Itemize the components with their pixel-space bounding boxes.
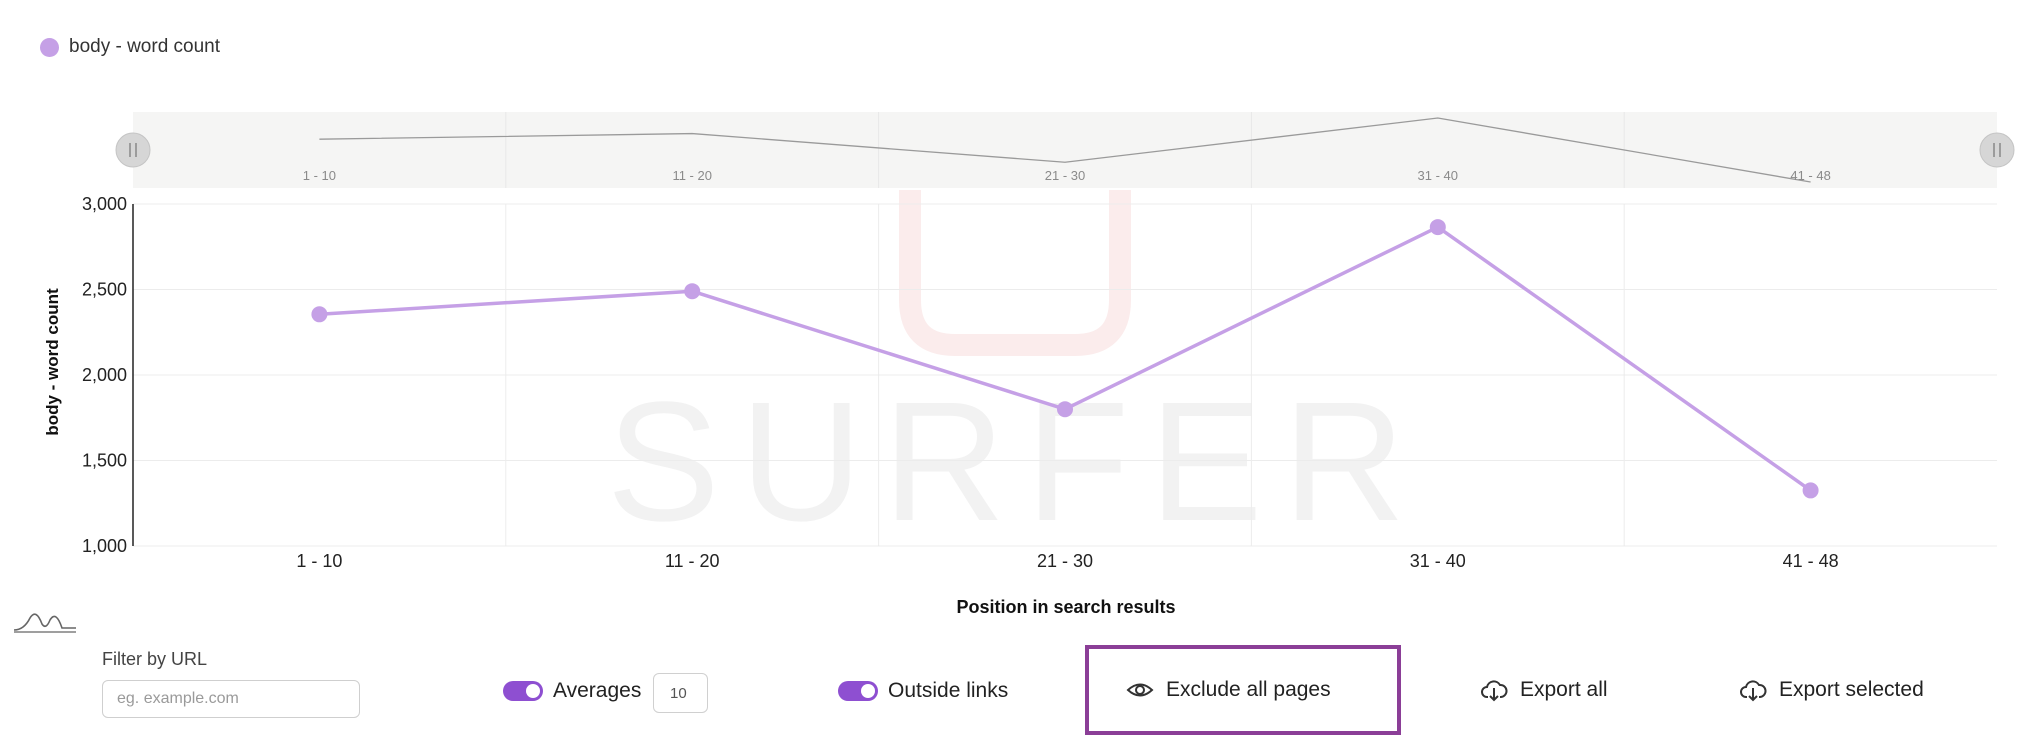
data-point[interactable]	[311, 306, 328, 323]
averages-label: Averages	[553, 679, 642, 702]
y-tick-label: 2,000	[82, 365, 127, 385]
cloud-download-icon	[1740, 680, 1767, 702]
averages-toggle[interactable]	[503, 681, 543, 701]
x-tick-label: 41 - 48	[1783, 551, 1839, 571]
exclude-all-pages-label: Exclude all pages	[1166, 678, 1331, 701]
cloud-download-icon	[1481, 680, 1508, 702]
y-axis-label: body - word count	[43, 288, 62, 436]
y-tick-label: 1,500	[82, 451, 127, 471]
export-selected-label: Export selected	[1779, 678, 1924, 701]
data-point[interactable]	[684, 283, 701, 300]
y-tick-label: 3,000	[82, 194, 127, 214]
outside-links-label: Outside links	[888, 679, 1009, 702]
x-tick-label: 1 - 10	[296, 551, 342, 571]
navigator-tick-label: 41 - 48	[1790, 168, 1830, 183]
legend-label: body - word count	[69, 36, 221, 57]
y-tick-label: 1,000	[82, 536, 127, 556]
navigator-tick-label: 1 - 10	[303, 168, 336, 183]
chart-type-icon[interactable]	[12, 610, 78, 636]
watermark-logo	[899, 190, 1131, 356]
exclude-highlight-box	[1085, 645, 1401, 735]
filter-label: Filter by URL	[102, 649, 208, 669]
export-selected-button[interactable]: Export selected	[1739, 676, 1924, 704]
navigator-tick-label: 21 - 30	[1045, 168, 1085, 183]
chart-legend[interactable]: body - word count	[40, 36, 220, 58]
x-axis-label: Position in search results	[956, 597, 1176, 617]
data-point[interactable]	[1802, 482, 1819, 499]
export-all-label: Export all	[1520, 678, 1608, 701]
navigator-background	[133, 112, 1997, 188]
data-point[interactable]	[1429, 219, 1446, 236]
outside-links-toggle[interactable]	[838, 681, 878, 701]
x-tick-label: 11 - 20	[665, 551, 720, 571]
navigator-series-line	[319, 117, 1811, 183]
exclude-all-pages-button[interactable]: Exclude all pages	[1126, 676, 1331, 704]
data-point[interactable]	[1057, 401, 1073, 418]
navigator-right-handle[interactable]	[1979, 132, 2015, 168]
legend-marker	[40, 37, 59, 57]
x-tick-label: 31 - 40	[1410, 551, 1466, 571]
x-tick-label: 21 - 30	[1037, 551, 1093, 571]
navigator-tick-label: 31 - 40	[1418, 168, 1458, 183]
averages-count-input[interactable]: 10	[653, 673, 708, 713]
eye-icon	[1126, 683, 1154, 697]
export-all-button[interactable]: Export all	[1480, 676, 1608, 704]
navigator-tick-label: 11 - 20	[672, 168, 712, 183]
url-filter-input[interactable]	[102, 680, 360, 718]
navigator-left-handle[interactable]	[115, 132, 151, 168]
y-tick-label: 2,500	[82, 280, 127, 300]
watermark-text: SURFER	[607, 367, 1426, 557]
line-chart: SURFER 1 - 10 11 - 20 21 - 30 31 - 40 41 - 48…	[82, 112, 2015, 571]
